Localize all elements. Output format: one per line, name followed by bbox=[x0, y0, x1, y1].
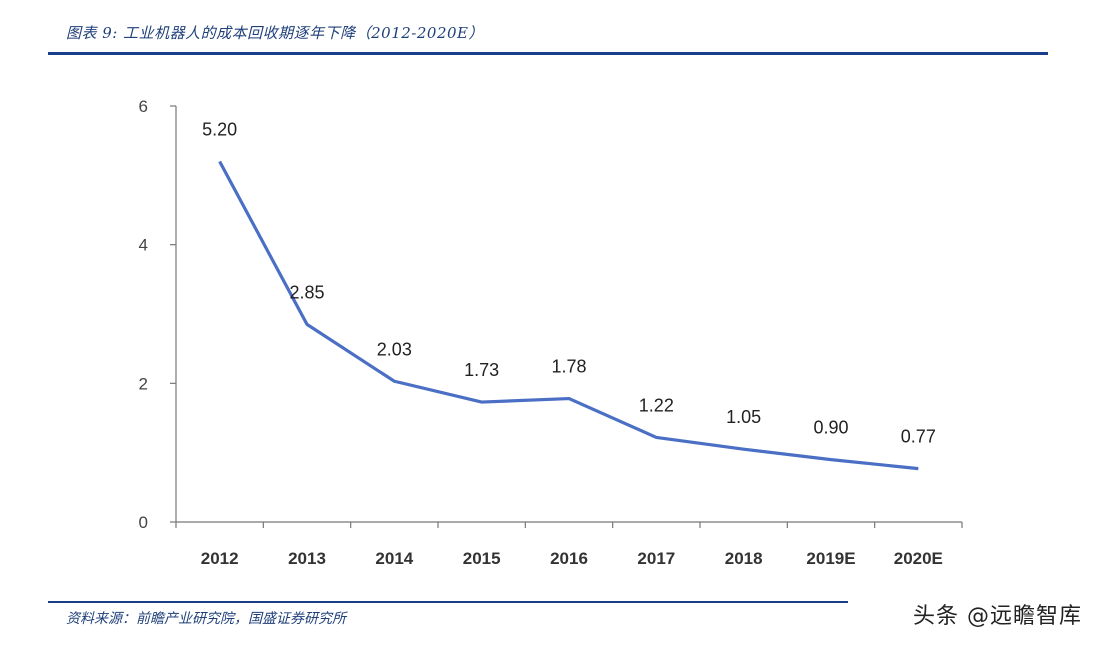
data-label: 1.22 bbox=[639, 395, 674, 415]
x-tick-label: 2013 bbox=[288, 549, 326, 568]
x-tick-label: 2018 bbox=[725, 549, 763, 568]
line-chart: 0 2 4 6 2012 2013 2014 2015 2016 2017 2018 2019E 202… bbox=[139, 97, 963, 568]
y-tick-label: 2 bbox=[139, 374, 148, 393]
x-tick-label: 2019E bbox=[806, 549, 855, 568]
watermark-text: 头条 @远瞻智库 bbox=[913, 604, 1082, 629]
x-tick-label: 2017 bbox=[637, 549, 675, 568]
data-label: 2.85 bbox=[289, 282, 324, 302]
x-tick-label: 2016 bbox=[550, 549, 588, 568]
y-tick-label: 6 bbox=[139, 97, 148, 116]
data-label: 5.20 bbox=[202, 119, 237, 139]
data-label: 1.78 bbox=[551, 357, 586, 377]
series-line bbox=[218, 160, 919, 471]
data-label: 0.90 bbox=[813, 418, 848, 438]
source-note: 资料来源：前瞻产业研究院，国盛证券研究所 bbox=[66, 611, 346, 627]
bottom-divider bbox=[48, 601, 848, 603]
x-tick-label: 2014 bbox=[375, 549, 413, 568]
data-label: 1.73 bbox=[464, 360, 499, 380]
chart-axes: 0 2 4 6 2012 2013 2014 2015 2016 2017 2018 2019E 202… bbox=[139, 97, 963, 568]
y-tick-label: 4 bbox=[139, 236, 148, 255]
data-label: 0.77 bbox=[901, 427, 936, 447]
figure-title: 图表 9: 工业机器人的成本回收期逐年下降（2012-2020E） bbox=[66, 24, 485, 42]
x-tick-label: 2015 bbox=[463, 549, 501, 568]
data-label: 1.05 bbox=[726, 407, 761, 427]
x-tick-label: 2020E bbox=[894, 549, 943, 568]
data-label: 2.03 bbox=[377, 339, 412, 359]
chart-marks bbox=[218, 160, 919, 471]
top-divider bbox=[48, 52, 1048, 55]
y-tick-label: 0 bbox=[139, 513, 148, 532]
chart-labels: 5.20 2.85 2.03 1.73 1.78 1.22 1.05 0.90 0.77 bbox=[202, 119, 936, 446]
x-tick-label: 2012 bbox=[201, 549, 239, 568]
